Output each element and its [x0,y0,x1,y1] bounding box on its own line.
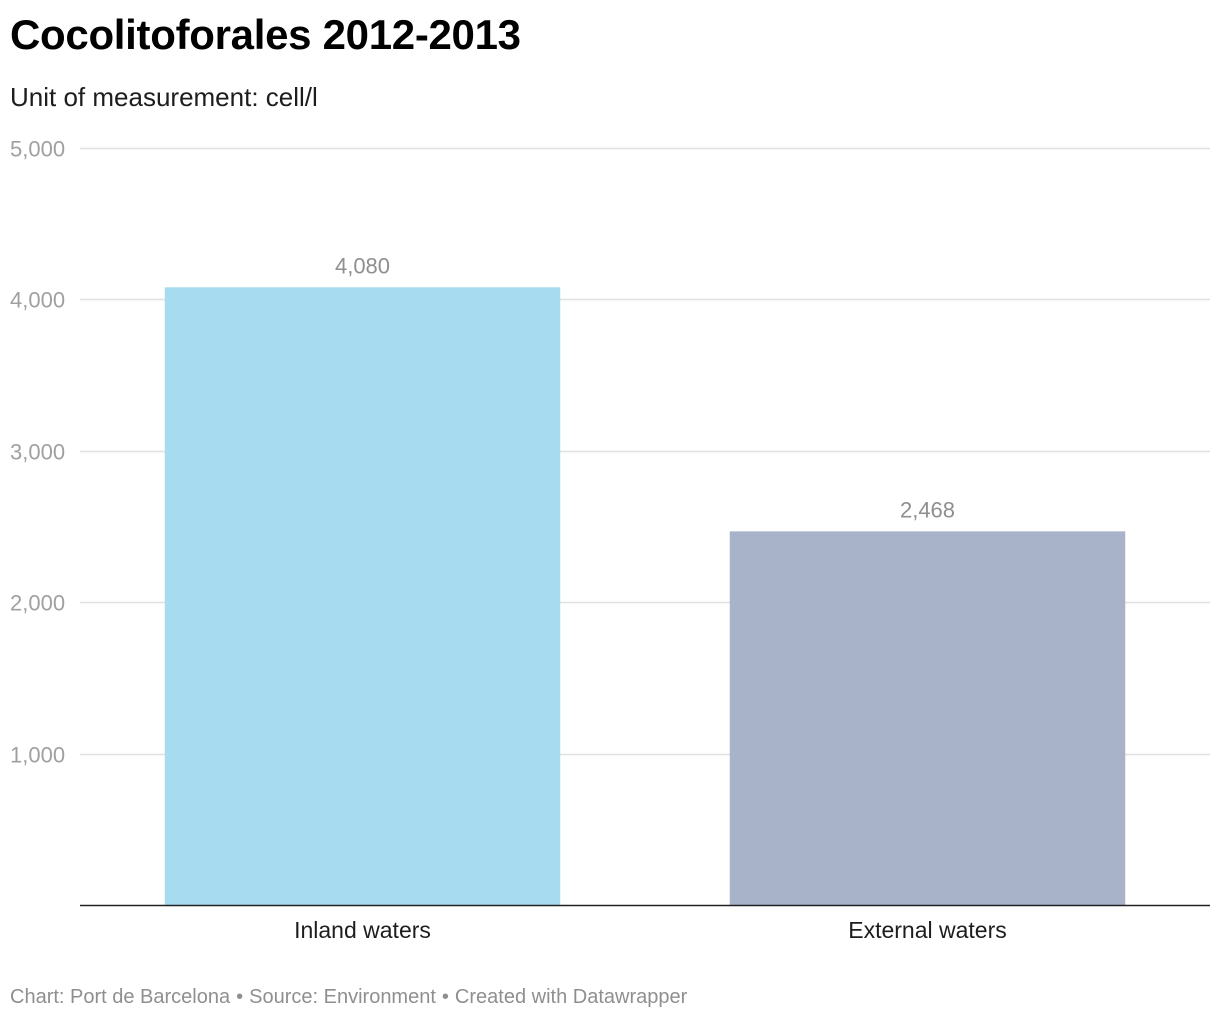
y-tick-label: 5,000 [10,137,65,162]
source-credit: Source: Environment [249,986,436,1008]
y-axis-ticks: 1,000 2,000 3,000 4,000 5,000 [10,137,65,768]
chart-title: Cocolitoforales 2012-2013 [10,11,521,58]
bars [164,287,1126,906]
bar-value-label: 4,080 [335,253,390,278]
bar-value-label: 2,468 [900,497,955,522]
bar [729,531,1126,905]
value-labels: 4,080 2,468 [335,253,955,522]
chart-credit: Chart: Port de Barcelona [10,986,231,1008]
x-tick-label: Inland waters [294,917,431,943]
bar-chart: 1,000 2,000 3,000 4,000 5,000 4,080 2,468 Inl… [10,137,1210,943]
y-tick-label: 2,000 [10,591,65,616]
x-tick-label: External waters [848,917,1007,943]
bar [164,287,561,906]
x-axis-ticks: Inland waters External waters [294,917,1007,943]
datawrapper-link[interactable]: Created with Datawrapper [454,986,688,1008]
y-tick-label: 4,000 [10,288,65,313]
y-tick-label: 1,000 [10,743,65,768]
chart-subtitle: Unit of measurement: cell/l [10,82,318,112]
chart-footer: Chart: Port de Barcelona • Source: Environ… [10,986,688,1008]
y-tick-label: 3,000 [10,440,65,465]
